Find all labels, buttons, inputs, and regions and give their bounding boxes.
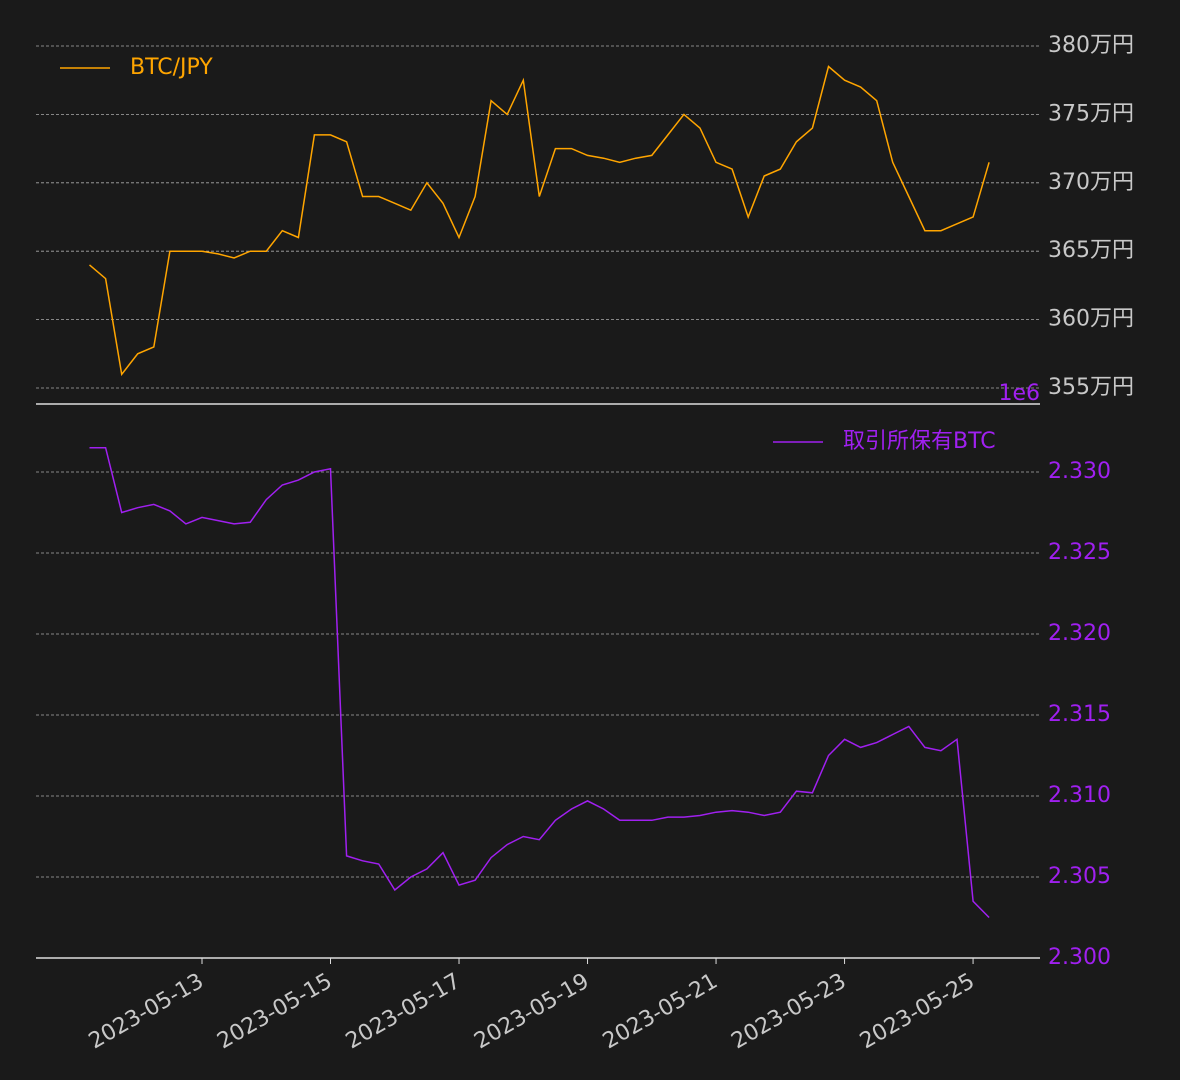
y-tick-label: 380万円 <box>1048 33 1134 58</box>
legend-label: BTC/JPY <box>130 55 213 80</box>
y-tick-label: 375万円 <box>1048 101 1134 126</box>
series-line <box>89 65 990 377</box>
legend-label: 取引所保有BTC <box>843 429 996 454</box>
y-tick-label: 2.330 <box>1048 459 1111 484</box>
y-tick-label: 360万円 <box>1048 307 1134 332</box>
y-tick-label: 355万円 <box>1048 375 1134 400</box>
y-tick-label: 2.320 <box>1048 621 1111 646</box>
y-tick-label: 2.325 <box>1048 540 1111 565</box>
y-tick-label: 370万円 <box>1048 170 1134 195</box>
series-line <box>89 446 990 919</box>
offset-label: 1e6 <box>998 381 1040 406</box>
y-tick-label: 2.310 <box>1048 783 1111 808</box>
y-tick-label: 365万円 <box>1048 238 1134 263</box>
y-tick-label: 2.315 <box>1048 702 1111 727</box>
y-tick-label: 2.300 <box>1048 945 1111 970</box>
y-tick-label: 2.305 <box>1048 864 1111 889</box>
